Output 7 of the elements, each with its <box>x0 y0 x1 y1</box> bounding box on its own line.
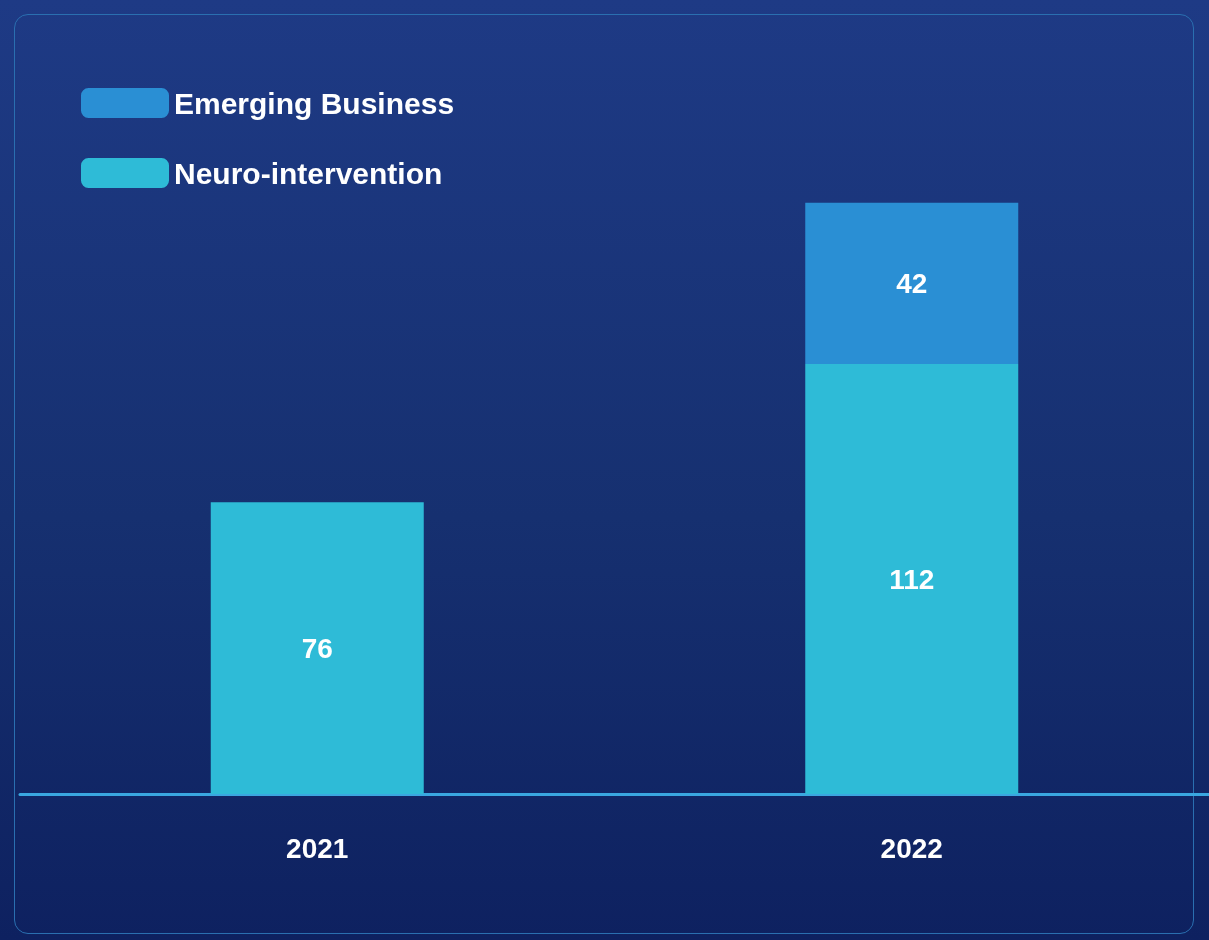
data-label: 76 <box>301 632 333 664</box>
legend-label: Neuro-intervention <box>174 156 443 190</box>
x-tick-label: 2022 <box>880 832 943 864</box>
data-label: 112 <box>889 563 935 595</box>
legend-label: Emerging Business <box>174 86 455 120</box>
data-label: 42 <box>896 267 928 299</box>
x-tick-label: 2021 <box>286 832 349 864</box>
